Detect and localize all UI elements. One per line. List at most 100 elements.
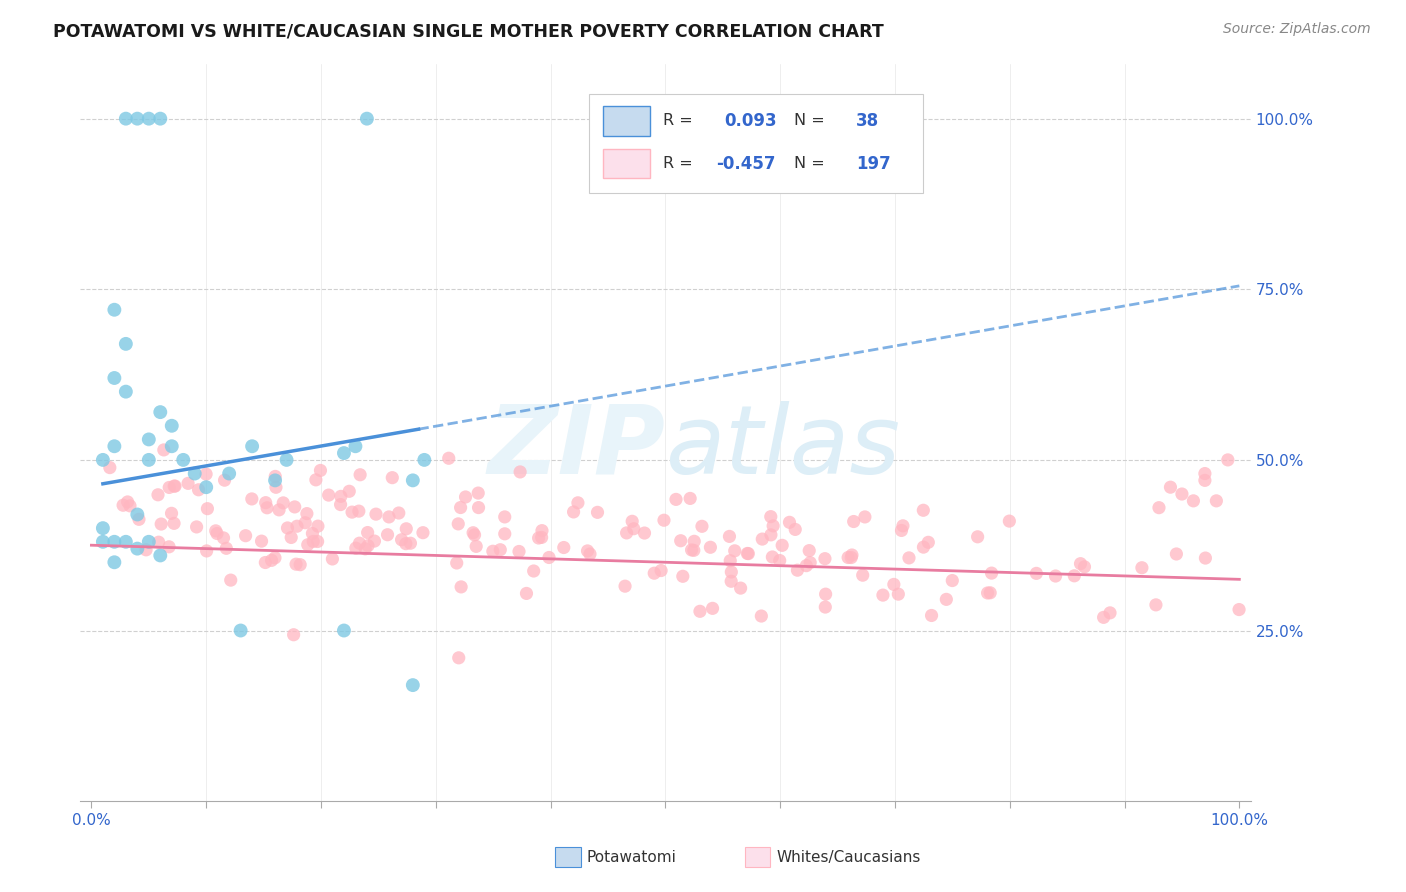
Point	[264, 469, 287, 483]
Point	[446, 556, 468, 570]
Point	[799, 556, 821, 570]
Point	[103, 534, 125, 549]
Point	[115, 337, 138, 351]
Point	[395, 536, 418, 550]
Point	[149, 112, 172, 126]
Point	[356, 525, 378, 540]
Point	[195, 480, 218, 494]
Text: 197: 197	[856, 154, 891, 172]
Point	[463, 525, 485, 540]
Point	[562, 505, 585, 519]
Point	[976, 586, 998, 600]
Point	[215, 541, 238, 556]
Point	[283, 628, 305, 642]
Bar	[603, 149, 650, 178]
Point	[769, 553, 792, 567]
Text: Potawatomi: Potawatomi	[586, 850, 676, 864]
Point	[349, 536, 371, 550]
Point	[301, 526, 323, 541]
Point	[898, 550, 921, 565]
Point	[786, 563, 808, 577]
Point	[980, 566, 1002, 581]
Point	[537, 550, 560, 565]
Point	[260, 553, 283, 567]
Point	[160, 439, 183, 453]
Point	[576, 544, 599, 558]
Text: R =: R =	[664, 156, 693, 171]
Point	[135, 542, 157, 557]
Point	[229, 624, 252, 638]
Point	[240, 439, 263, 453]
Point	[814, 551, 837, 566]
Point	[921, 608, 943, 623]
Point	[402, 678, 425, 692]
Point	[1144, 598, 1167, 612]
Point	[759, 528, 782, 542]
Text: 38: 38	[856, 112, 879, 130]
Point	[853, 510, 876, 524]
Point	[785, 523, 807, 537]
Point	[172, 453, 194, 467]
Point	[567, 496, 589, 510]
Point	[103, 555, 125, 569]
Point	[454, 490, 477, 504]
Point	[912, 540, 935, 554]
Point	[1045, 569, 1067, 583]
Point	[165, 479, 187, 493]
Point	[1194, 467, 1216, 481]
Point	[264, 474, 287, 488]
Point	[530, 531, 553, 545]
Point	[761, 549, 783, 564]
Point	[127, 541, 149, 556]
Point	[699, 541, 721, 555]
Text: R =: R =	[664, 113, 693, 128]
Point	[204, 524, 226, 538]
Point	[751, 532, 773, 546]
Point	[891, 519, 914, 533]
Point	[138, 534, 160, 549]
Point	[197, 501, 219, 516]
Point	[935, 592, 957, 607]
Point	[149, 549, 172, 563]
Point	[117, 495, 139, 509]
Point	[195, 467, 218, 482]
Point	[115, 534, 138, 549]
Point	[254, 496, 277, 510]
Point	[337, 484, 360, 499]
Point	[305, 473, 328, 487]
Point	[1171, 487, 1194, 501]
Point	[616, 525, 638, 540]
Point	[669, 533, 692, 548]
Point	[212, 531, 235, 545]
Point	[623, 522, 645, 536]
Point	[347, 504, 370, 518]
Point	[240, 491, 263, 506]
Point	[356, 112, 378, 126]
Point	[318, 488, 340, 502]
Point	[276, 453, 298, 467]
Point	[841, 548, 863, 562]
Point	[759, 509, 782, 524]
Point	[127, 508, 149, 522]
Point	[297, 538, 319, 552]
Point	[186, 520, 208, 534]
Point	[295, 507, 318, 521]
Point	[737, 546, 759, 560]
Point	[467, 500, 489, 515]
Point	[770, 538, 793, 552]
Point	[652, 513, 675, 527]
Point	[160, 418, 183, 433]
Point	[349, 467, 371, 482]
Point	[256, 500, 278, 515]
Point	[280, 531, 302, 545]
Point	[276, 521, 298, 535]
Point	[530, 524, 553, 538]
Point	[177, 476, 200, 491]
Point	[447, 650, 470, 665]
Point	[1069, 557, 1091, 571]
Point	[157, 480, 180, 494]
Point	[1227, 602, 1250, 616]
Point	[307, 534, 329, 549]
Point	[138, 453, 160, 467]
Point	[163, 479, 186, 493]
